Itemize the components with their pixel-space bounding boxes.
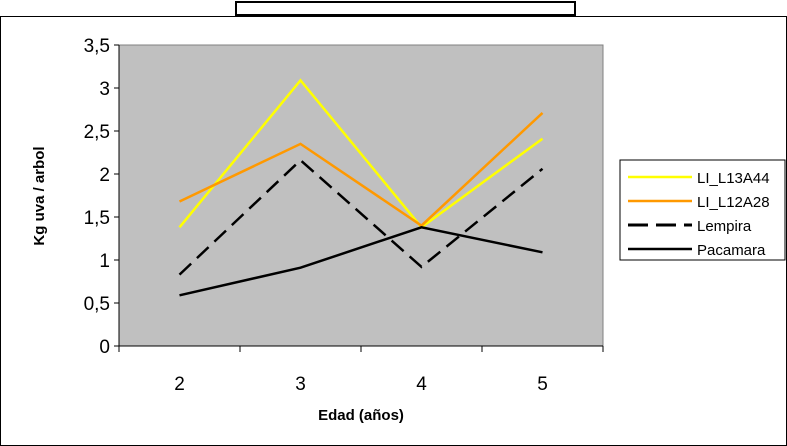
y-axis-label: Kg uva / arbol [31,146,48,245]
plot-area [118,44,604,347]
series-layer [178,78,544,297]
y-tick-label: 0 [99,337,110,358]
y-tick-label: 2 [99,165,110,186]
series-line-pacamara [179,226,543,297]
y-tick-label: 3,5 [84,36,110,57]
y-tick-label: 0,5 [84,294,110,315]
y-tick-label: 1,5 [84,208,110,229]
legend-label: Lempira [697,218,752,235]
legend-label: LI_L12A28 [697,194,770,211]
series-line-lempira [178,158,544,276]
y-tick-label: 3 [99,79,110,100]
x-tick-label: 2 [174,374,185,395]
series-line-li-l12a28 [178,111,544,228]
x-axis-label: Edad (años) [318,407,404,424]
x-tick-label: 5 [537,374,548,395]
y-tick-label: 1 [99,251,110,272]
legend-label: Pacamara [697,242,766,259]
x-tick-label: 4 [416,374,427,395]
legend-label: LI_L13A44 [697,170,770,187]
axes: 0 0,5 1 1,5 2 2,5 3 3,5 2 3 4 5 [84,36,604,395]
legend: LI_L13A44 LI_L12A28 Lempira Pacamara [628,170,770,259]
title-box [235,1,576,16]
y-tick-label: 2,5 [84,122,110,143]
x-tick-label: 3 [295,374,306,395]
series-line-li-l13a44 [178,78,544,230]
